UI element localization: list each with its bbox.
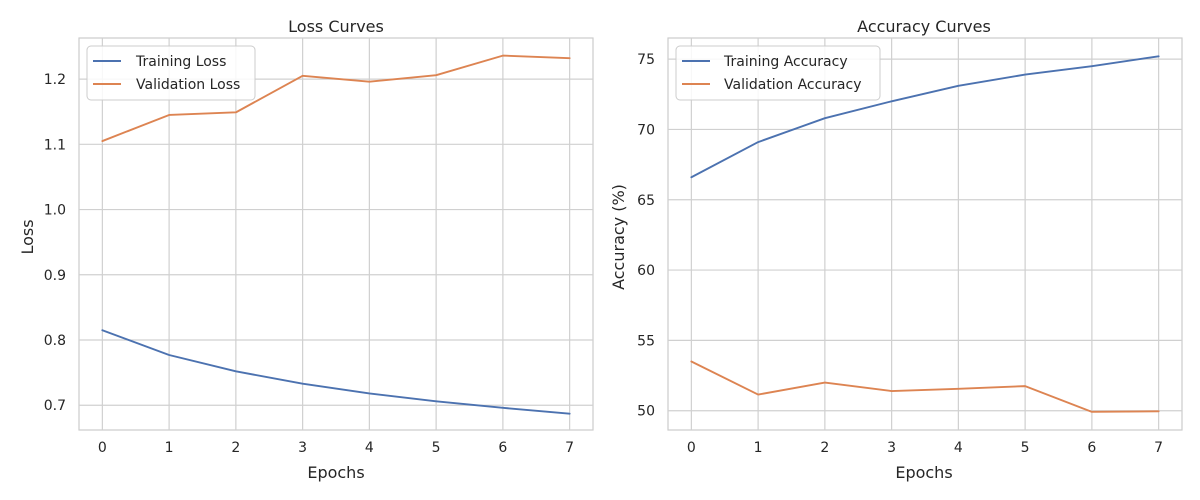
accuracy-x-tick-label: 4: [954, 440, 963, 456]
loss-line-validation-loss: [101, 54, 571, 143]
accuracy-gridlines: [668, 38, 1182, 430]
accuracy-legend: Training Accuracy Validation Accuracy: [675, 45, 881, 101]
loss-line-training-loss: [101, 329, 571, 415]
accuracy-y-tick-label: 55: [637, 333, 655, 349]
loss-y-axis-label: Loss: [18, 219, 37, 254]
loss-y-ticks: 0.7 0.8 0.9 1.0 1.1 1.2: [44, 72, 66, 414]
loss-legend: Training Loss Validation Loss: [86, 45, 256, 101]
accuracy-y-ticks: 50 55 60 65 70 75: [637, 52, 655, 420]
loss-x-tick-label: 4: [365, 440, 374, 456]
loss-x-tick-label: 3: [298, 440, 307, 456]
accuracy-x-tick-label: 1: [754, 440, 763, 456]
loss-y-tick-label: 0.9: [44, 268, 66, 284]
accuracy-series: [690, 55, 1160, 413]
loss-y-tick-label: 1.1: [44, 137, 66, 153]
loss-y-tick-label: 0.7: [44, 398, 66, 414]
loss-x-tick-label: 2: [231, 440, 240, 456]
accuracy-plot-area: [667, 37, 1183, 431]
accuracy-legend-label-validation: Validation Accuracy: [724, 77, 862, 93]
loss-x-tick-label: 5: [432, 440, 441, 456]
loss-x-ticks: 0 1 2 3 4 5 6 7: [98, 440, 574, 456]
accuracy-x-tick-label: 6: [1087, 440, 1096, 456]
accuracy-x-tick-label: 3: [887, 440, 896, 456]
loss-y-tick-label: 0.8: [44, 333, 66, 349]
loss-legend-label-training: Training Loss: [135, 54, 226, 70]
accuracy-chart: Accuracy Curves 0 1 2 3 4 5 6 7 50 55 60 65 70 75 Ep…: [609, 17, 1183, 482]
accuracy-chart-title: Accuracy Curves: [857, 17, 991, 36]
loss-x-tick-label: 7: [565, 440, 574, 456]
loss-gridlines: [79, 38, 593, 430]
loss-x-tick-label: 6: [498, 440, 507, 456]
accuracy-x-tick-label: 5: [1021, 440, 1030, 456]
loss-legend-label-validation: Validation Loss: [136, 77, 240, 93]
accuracy-legend-label-training: Training Accuracy: [723, 54, 848, 70]
loss-plot-area: [78, 37, 594, 431]
loss-x-tick-label: 0: [98, 440, 107, 456]
accuracy-y-tick-label: 75: [637, 52, 655, 68]
accuracy-y-tick-label: 70: [637, 122, 655, 138]
loss-chart-title: Loss Curves: [288, 17, 384, 36]
accuracy-x-ticks: 0 1 2 3 4 5 6 7: [687, 440, 1163, 456]
loss-legend-box: [86, 45, 256, 101]
loss-x-axis-label: Epochs: [307, 463, 364, 482]
accuracy-line-validation-accuracy: [690, 360, 1160, 413]
accuracy-y-tick-label: 50: [637, 404, 655, 420]
accuracy-line-training-accuracy: [690, 55, 1160, 179]
loss-y-tick-label: 1.0: [44, 203, 66, 219]
loss-series: [101, 54, 571, 415]
accuracy-y-axis-label: Accuracy (%): [609, 184, 628, 290]
loss-y-tick-label: 1.2: [44, 72, 66, 88]
accuracy-x-tick-label: 2: [820, 440, 829, 456]
accuracy-y-tick-label: 65: [637, 193, 655, 209]
accuracy-legend-box: [675, 45, 881, 101]
accuracy-x-tick-label: 0: [687, 440, 696, 456]
accuracy-x-tick-label: 7: [1154, 440, 1163, 456]
accuracy-y-tick-label: 60: [637, 263, 655, 279]
loss-x-tick-label: 1: [165, 440, 174, 456]
accuracy-x-axis-label: Epochs: [895, 463, 952, 482]
